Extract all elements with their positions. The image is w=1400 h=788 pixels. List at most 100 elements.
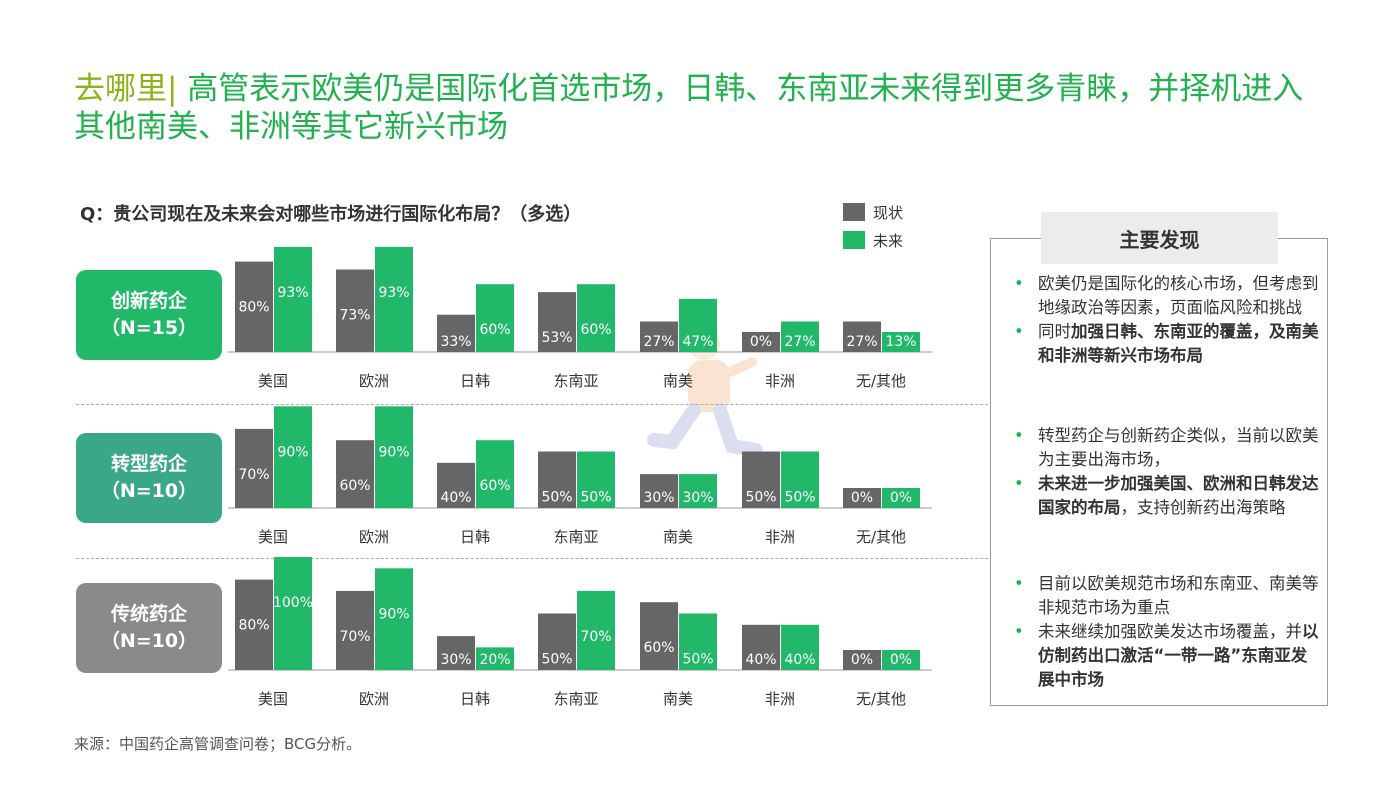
bar-current-5 (742, 332, 780, 352)
bar-future-3 (577, 451, 615, 508)
category-label: 非洲 (765, 690, 795, 708)
group-name: 创新药企 (110, 290, 187, 312)
category-label: 欧洲 (359, 690, 389, 708)
category-label: 南美 (663, 372, 693, 390)
group-sample-size: （N=10） (100, 630, 198, 652)
bar-value-label: 50% (541, 490, 572, 506)
category-label: 欧洲 (359, 372, 389, 390)
bar-future-1 (375, 568, 413, 670)
category-label: 日韩 (460, 528, 490, 546)
category-label: 非洲 (765, 372, 795, 390)
bar-value-label: 0% (851, 490, 873, 506)
finding-text: 转型药企与创新药企类似，当前以欧美为主要出海市场， (1038, 426, 1319, 469)
bar-value-label: 90% (277, 444, 308, 460)
bar-value-label: 73% (339, 308, 370, 324)
category-label: 无/其他 (856, 372, 906, 390)
finding-text: 目前以欧美规范市场和东南亚、南美等非规范市场为重点 (1038, 574, 1319, 617)
finding-emphasis: 以仿制药出口激活“一带一路”东南亚发展中市场 (1038, 622, 1319, 689)
bar-value-label: 33% (440, 334, 471, 350)
bar-value-label: 20% (479, 652, 510, 668)
bar-future-0 (274, 246, 312, 352)
finding-text: ，支持创新药出海策略 (1120, 498, 1286, 517)
bar-value-label: 27% (784, 334, 815, 350)
bar-value-label: 50% (745, 490, 776, 506)
bar-current-1 (336, 440, 374, 508)
bar-value-label: 70% (339, 629, 370, 645)
category-label: 美国 (258, 372, 288, 390)
legend-swatch-future (843, 231, 865, 249)
finding-item: 欧美仍是国际化的核心市场，但考虑到地缘政治等因素，页面临风险和挑战 (1008, 272, 1320, 320)
bar-current-2 (437, 462, 475, 508)
bar-current-4 (640, 321, 678, 352)
bar-future-5 (781, 451, 819, 508)
bar-value-label: 93% (378, 285, 409, 301)
bar-value-label: 40% (440, 490, 471, 506)
chart-legend: 现状 未来 (843, 203, 903, 259)
category-label: 南美 (663, 528, 693, 546)
finding-text: 同时 (1038, 322, 1071, 341)
bar-value-label: 27% (643, 334, 674, 350)
category-label: 东南亚 (553, 372, 598, 390)
finding-item: 未来进一步加强美国、欧洲和日韩发达国家的布局，支持创新药出海策略 (1008, 472, 1320, 520)
title-separator: | (167, 71, 178, 107)
bar-current-2 (437, 314, 475, 352)
bar-value-label: 50% (682, 652, 713, 668)
category-label: 东南亚 (553, 528, 598, 546)
bar-value-label: 47% (682, 334, 713, 350)
bar-value-label: 40% (745, 652, 776, 668)
survey-question: Q：贵公司现在及未来会对哪些市场进行国际化布局？（多选） (80, 204, 582, 225)
bar-value-label: 0% (750, 334, 772, 350)
bar-current-4 (640, 474, 678, 508)
bar-future-6 (882, 650, 920, 670)
bar-current-0 (235, 261, 273, 352)
bar-value-label: 30% (682, 490, 713, 506)
category-label: 日韩 (460, 690, 490, 708)
bar-value-label: 0% (890, 652, 912, 668)
legend-item-current: 现状 (843, 203, 904, 222)
finding-item: 未来继续加强欧美发达市场覆盖，并以仿制药出口激活“一带一路”东南亚发展中市场 (1008, 620, 1320, 692)
finding-item: 同时加强日韩、东南亚的覆盖，及南美和非洲等新兴市场布局 (1008, 320, 1320, 368)
bar-value-label: 60% (479, 322, 510, 338)
finding-emphasis: 加强日韩、东南亚的覆盖，及南美和非洲等新兴市场布局 (1038, 322, 1319, 365)
bar-value-label: 60% (479, 478, 510, 494)
bar-future-3 (577, 590, 615, 670)
bar-value-label: 0% (851, 652, 873, 668)
bar-future-4 (679, 613, 717, 670)
bar-current-4 (640, 602, 678, 670)
bar-current-6 (843, 321, 881, 352)
bar-future-5 (781, 624, 819, 670)
category-label: 无/其他 (856, 528, 906, 546)
bar-value-label: 60% (643, 640, 674, 656)
bar-current-6 (843, 650, 881, 670)
finding-emphasis: 未来进一步加强美国、欧洲和日韩发达国家的布局 (1038, 474, 1319, 517)
finding-item: 转型药企与创新药企类似，当前以欧美为主要出海市场， (1008, 424, 1320, 472)
category-label: 日韩 (460, 372, 490, 390)
bar-future-5 (781, 321, 819, 352)
bar-value-label: 60% (339, 478, 370, 494)
bar-future-2 (476, 647, 514, 670)
bar-future-3 (577, 284, 615, 352)
bar-value-label: 70% (580, 629, 611, 645)
category-label: 美国 (258, 690, 288, 708)
bar-current-1 (336, 590, 374, 670)
bar-future-1 (375, 246, 413, 352)
category-label: 美国 (258, 528, 288, 546)
bar-charts: 80% 93% 美国 73% 93% 欧洲 33% 60% 日韩 53% 60% 东南亚 27% 47% 南… (228, 246, 932, 708)
section-divider (76, 404, 1328, 405)
source-note: 来源：中国药企高管调查问卷；BCG分析。 (74, 735, 362, 753)
group-label-traditional: 传统药企 （N=10） (76, 583, 222, 673)
legend-label-current: 现状 (873, 203, 904, 222)
bar-value-label: 90% (378, 444, 409, 460)
bar-value-label: 27% (846, 334, 877, 350)
finding-text: 欧美仍是国际化的核心市场，但考虑到地缘政治等因素，页面临风险和挑战 (1038, 274, 1319, 317)
bar-value-label: 60% (580, 322, 611, 338)
bar-value-label: 30% (643, 490, 674, 506)
bar-current-6 (843, 488, 881, 508)
legend-label-future: 未来 (873, 231, 904, 250)
bar-current-0 (235, 579, 273, 670)
bar-current-3 (538, 613, 576, 670)
finding-text: 未来继续加强欧美发达市场覆盖，并 (1038, 622, 1302, 641)
section-divider (76, 558, 1328, 559)
group-sample-size: （N=10） (100, 480, 198, 502)
bar-future-2 (476, 284, 514, 352)
